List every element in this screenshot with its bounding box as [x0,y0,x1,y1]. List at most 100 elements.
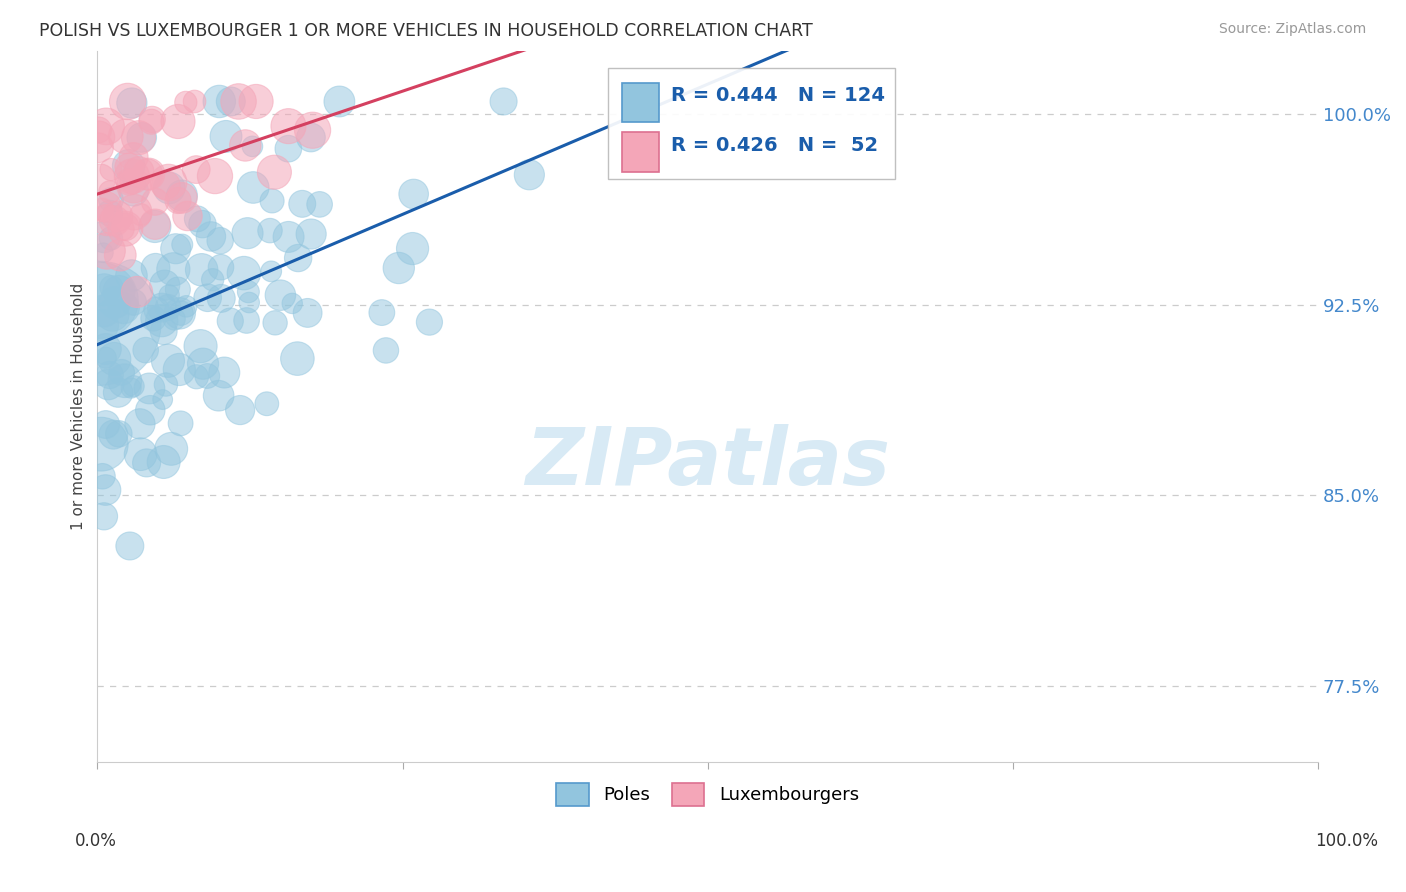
Point [128,165,150,179]
Point [122,150,145,164]
Point [160,442,183,456]
Point [122,185,145,199]
Point [170,191,193,205]
Point [91,202,114,217]
Point [129,447,152,461]
Point [143,219,166,234]
Point [145,302,167,317]
Point [150,301,173,315]
Point [401,242,423,256]
Point [169,362,191,376]
Point [114,374,136,388]
Point [110,248,132,262]
Point [191,357,214,371]
Point [297,306,319,320]
Point [111,222,134,236]
Point [200,229,222,244]
Point [242,180,264,194]
Point [277,119,299,133]
Point [174,95,197,110]
Point [156,353,179,368]
Point [228,95,250,109]
Point [131,130,153,145]
Point [238,295,260,310]
Point [418,315,440,329]
Point [98,368,121,382]
Point [162,262,184,277]
Point [103,351,125,366]
Point [169,417,191,431]
Point [186,369,208,384]
Point [104,295,127,310]
Point [103,214,125,228]
Point [287,351,309,366]
Bar [623,132,659,171]
Text: Source: ZipAtlas.com: Source: ZipAtlas.com [1219,22,1367,37]
Point [121,96,143,111]
Point [176,209,198,223]
Legend: Poles, Luxembourgers: Poles, Luxembourgers [546,772,870,817]
Point [111,365,134,379]
Point [219,95,242,109]
Point [98,185,121,199]
Point [167,114,190,128]
Point [209,260,232,275]
Point [89,293,111,308]
Point [245,95,267,109]
Point [186,162,208,177]
Point [269,288,291,302]
Point [277,230,299,244]
Point [100,193,122,207]
Point [277,142,299,156]
Point [152,324,174,338]
Point [103,427,125,442]
Point [299,130,322,145]
Point [120,381,142,395]
Point [98,206,121,220]
Point [208,95,231,109]
Point [256,397,278,411]
Point [150,313,173,327]
Point [128,130,150,145]
Point [260,264,283,278]
Text: 100.0%: 100.0% [1316,831,1378,849]
Point [93,509,115,524]
Point [94,483,117,497]
Point [91,469,114,483]
Point [375,343,398,358]
Point [114,221,136,235]
Point [118,160,141,174]
Point [204,169,226,183]
Point [201,273,224,287]
Point [101,308,124,322]
Point [172,237,194,252]
Point [143,194,166,209]
Point [122,295,145,310]
Point [96,244,118,258]
Point [388,260,411,275]
Point [214,366,236,380]
Point [108,426,131,441]
Point [118,175,141,189]
Point [87,316,110,330]
Point [263,165,285,179]
Point [112,301,135,315]
Point [169,306,191,320]
Point [94,342,117,356]
Point [141,114,163,128]
Point [152,392,174,407]
Point [139,403,162,417]
Point [242,139,264,153]
Point [93,283,115,297]
Point [108,285,131,299]
Point [117,159,139,173]
Point [209,292,232,306]
Point [492,95,515,109]
Point [287,251,309,265]
Point [145,260,167,275]
Text: ZIPatlas: ZIPatlas [526,424,890,502]
Point [141,112,163,127]
Point [264,316,287,330]
Point [301,123,323,137]
Point [114,129,136,144]
